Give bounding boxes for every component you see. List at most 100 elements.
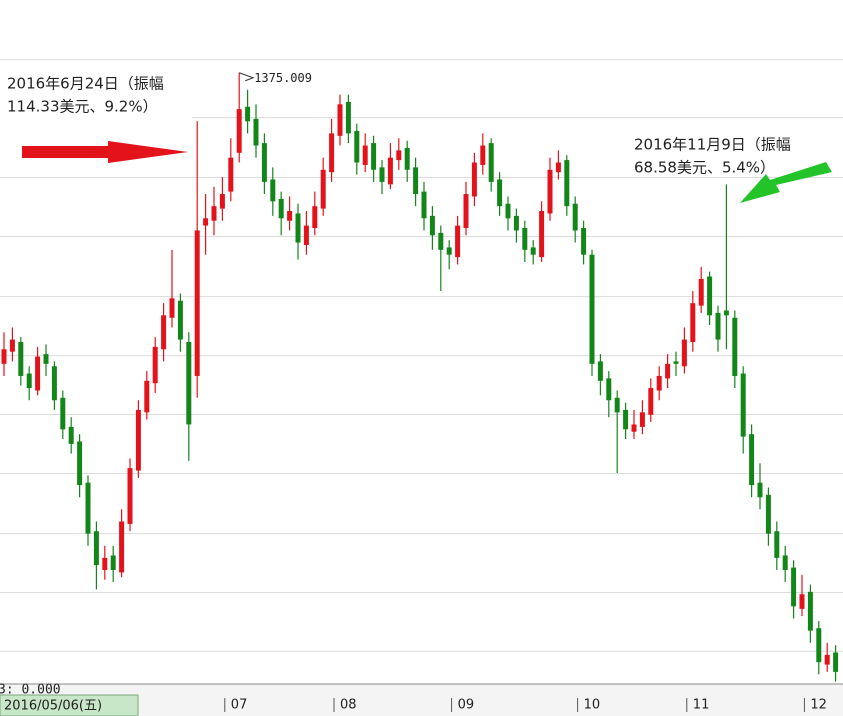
candle-body — [85, 482, 91, 534]
candle-body — [253, 118, 259, 146]
candle-body — [396, 150, 402, 161]
candle-body — [102, 557, 108, 570]
candle-body — [513, 215, 519, 231]
candle-body — [312, 206, 318, 228]
candle-body — [564, 160, 570, 207]
max-label: 1375.009 — [254, 71, 312, 85]
candle-body — [530, 247, 536, 255]
candle-body — [681, 339, 687, 367]
candle-body — [404, 147, 410, 170]
x-tick-label: 10 — [584, 698, 601, 713]
candle-body — [77, 441, 83, 486]
candle-body — [463, 194, 469, 228]
candle-body — [707, 276, 713, 316]
candle-body — [807, 591, 813, 631]
candle-body — [68, 426, 74, 444]
cursor-label: 2016/05/06(五) — [4, 699, 102, 714]
annotation-text: 2016年6月24日（振幅 — [7, 75, 164, 93]
candle-body — [303, 225, 309, 245]
candle-body — [51, 366, 57, 401]
candle-body — [765, 494, 771, 534]
candle-body — [287, 211, 293, 221]
candle-body — [9, 339, 15, 352]
x-axis-strip — [0, 684, 843, 716]
candle-body — [119, 521, 125, 573]
candle-body — [480, 145, 486, 165]
candle-body — [673, 361, 679, 364]
candle-body — [791, 567, 797, 607]
candle-body — [211, 206, 217, 221]
x-tick-label: 12 — [810, 698, 827, 713]
candle-body — [488, 143, 494, 182]
candle-body — [539, 211, 545, 258]
candle-body — [639, 412, 645, 427]
candle-body — [749, 434, 755, 486]
grid — [0, 59, 843, 652]
candle-body — [228, 157, 234, 192]
candle-body — [648, 388, 654, 415]
candle-body — [127, 468, 133, 524]
max-pointer — [239, 72, 255, 82]
candle-body — [774, 531, 780, 558]
candle-body — [715, 312, 721, 340]
candle-body — [740, 373, 746, 437]
candle-body — [219, 194, 225, 209]
candle-body — [337, 104, 343, 136]
candle-body — [379, 167, 385, 182]
candle-body — [354, 130, 360, 163]
candle-body — [581, 228, 587, 255]
candle-body — [177, 300, 183, 340]
candle-body — [505, 203, 511, 219]
candle-body — [732, 317, 738, 376]
candle-body — [43, 354, 49, 364]
candle-body — [362, 145, 368, 165]
candle-body — [110, 555, 116, 570]
candle-body — [757, 482, 763, 498]
annotation-text: 68.58美元、5.4%） — [634, 159, 775, 177]
candle-body — [60, 397, 66, 430]
annotation-text: 114.33美元、9.2%） — [7, 98, 158, 116]
candle-body — [161, 315, 167, 350]
candle-body — [203, 218, 209, 226]
annotation-bg — [0, 64, 192, 122]
candle-body — [429, 215, 435, 236]
candle-body — [270, 179, 276, 202]
candle-body — [144, 380, 150, 413]
candle-body — [93, 531, 99, 566]
candle-body — [547, 169, 553, 214]
candle-body — [833, 652, 839, 672]
candle-body — [446, 247, 452, 255]
candle-body — [1, 349, 7, 364]
candle-body — [631, 424, 637, 432]
candle-body — [497, 179, 503, 207]
candle-body — [438, 232, 444, 250]
annotation-text: 2016年11月9日（振幅 — [634, 136, 791, 154]
candle-body — [345, 101, 351, 134]
x-tick-label: 11 — [693, 698, 710, 713]
red-arrow — [22, 141, 188, 163]
cursor-box — [0, 694, 139, 716]
candle-body — [413, 167, 419, 195]
candle-body — [278, 198, 284, 219]
candle-body — [295, 213, 301, 243]
candle-body — [690, 303, 696, 342]
candle-body — [329, 133, 335, 173]
candle-body — [723, 310, 729, 316]
candle-body — [665, 363, 671, 379]
candle-body — [572, 203, 578, 231]
candle-body — [816, 628, 822, 663]
candle-body — [320, 169, 326, 209]
candle-body — [152, 346, 158, 384]
candle-body — [824, 654, 830, 665]
x-tick-label: 08 — [340, 698, 357, 713]
candle-body — [371, 143, 377, 170]
candle-body — [656, 375, 662, 391]
candle-body — [135, 409, 141, 471]
candle-body — [597, 361, 603, 381]
candle-body — [623, 409, 629, 430]
candle-body — [614, 397, 620, 413]
candle-body — [455, 225, 461, 258]
candle-body — [186, 342, 192, 425]
candle-body — [471, 162, 477, 197]
